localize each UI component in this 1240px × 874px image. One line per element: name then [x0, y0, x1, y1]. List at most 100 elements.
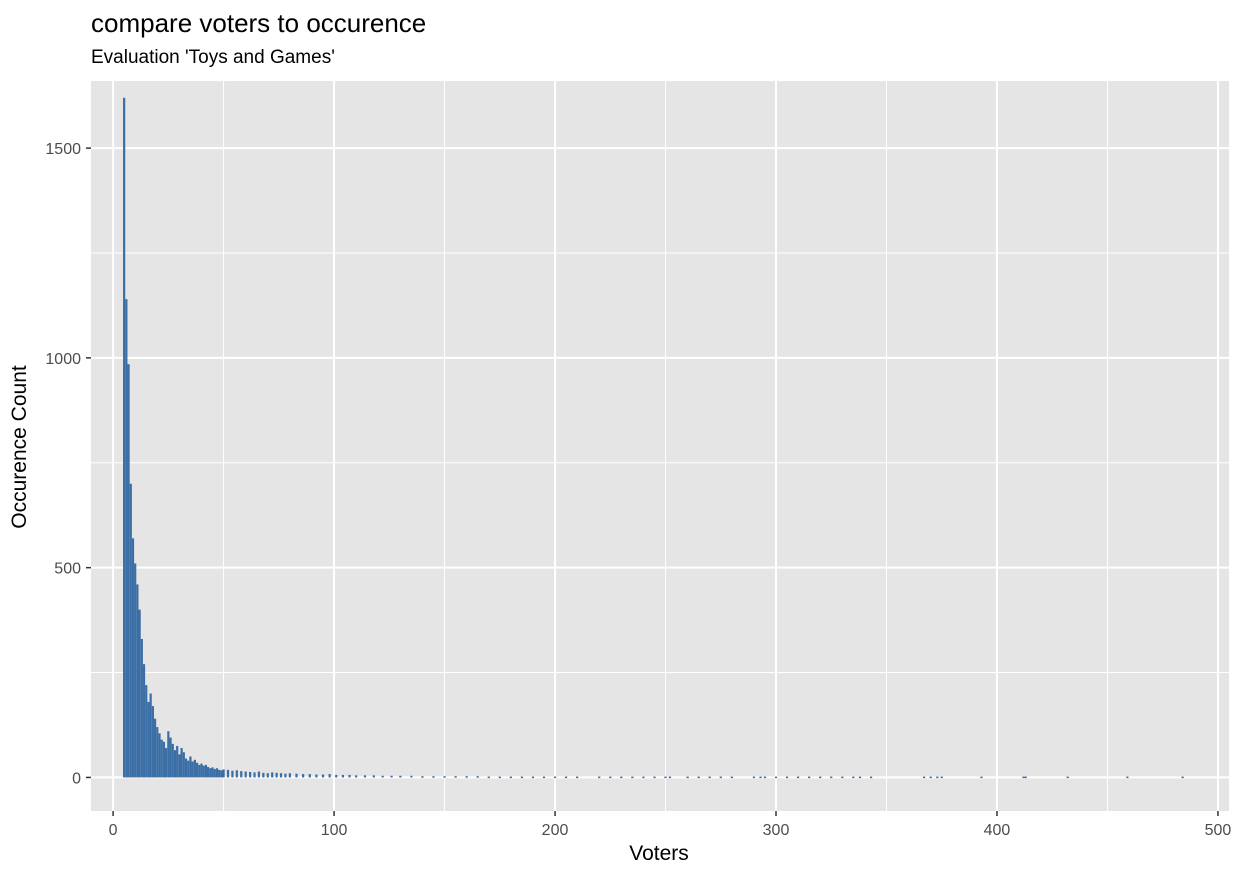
histogram-bar	[730, 776, 733, 779]
histogram-bar	[520, 776, 523, 779]
histogram-bar	[759, 776, 762, 779]
histogram-bar	[257, 771, 261, 778]
histogram-bar	[288, 773, 291, 778]
histogram-bar	[222, 769, 225, 778]
histogram-bar	[668, 776, 672, 779]
histogram-bar	[1126, 776, 1129, 779]
histogram-bar	[284, 773, 287, 778]
minor-gridlines	[91, 81, 1229, 811]
x-tick-label: 300	[763, 822, 790, 839]
histogram-bar	[752, 776, 756, 779]
histogram-bar	[355, 775, 358, 778]
histogram-bar	[134, 563, 137, 778]
histogram-bar	[240, 771, 243, 778]
histogram-bar	[160, 739, 163, 778]
histogram-bar	[131, 538, 135, 778]
histogram-bar	[218, 769, 221, 778]
histogram-bar	[363, 775, 367, 778]
histogram-bar	[465, 776, 468, 778]
histogram-bar	[165, 748, 168, 778]
histogram-bar	[231, 770, 234, 778]
histogram-bar	[195, 762, 199, 778]
chart-title: compare voters to occurence	[91, 8, 427, 38]
histogram-bar	[123, 97, 126, 778]
histogram-bar	[213, 769, 216, 778]
histogram-bar	[372, 775, 375, 778]
histogram-bar	[936, 776, 939, 779]
histogram-bar	[129, 483, 132, 778]
histogram-bar	[266, 773, 269, 778]
histogram-bar	[653, 776, 656, 779]
histogram-bar	[1066, 776, 1069, 779]
x-axis-ticks: 0 100 200 300 400 500	[109, 811, 1232, 839]
x-tick-label: 400	[984, 822, 1011, 839]
histogram-bar	[858, 776, 862, 779]
histogram-bar	[149, 693, 152, 778]
histogram-bar	[145, 685, 148, 778]
histogram-bar	[169, 737, 172, 778]
histogram-bar	[200, 763, 203, 778]
histogram-bar	[248, 771, 252, 778]
x-axis-label: Voters	[629, 842, 689, 865]
histogram-bar	[642, 776, 645, 779]
histogram-bar	[808, 776, 811, 779]
histogram-bar	[138, 609, 141, 778]
histogram-bar	[209, 768, 212, 778]
histogram-bar	[140, 638, 143, 778]
histogram-bar	[156, 727, 159, 778]
histogram-bar	[1022, 776, 1025, 779]
histogram-bar	[215, 768, 219, 778]
histogram-bar	[542, 776, 546, 779]
histogram-bar	[454, 776, 457, 778]
histogram-bar	[335, 774, 338, 778]
histogram-bar	[302, 774, 305, 778]
histogram-bar	[220, 770, 223, 778]
histogram-bar	[686, 776, 689, 779]
y-tick-label: 1000	[45, 351, 81, 368]
histogram-bar	[244, 771, 247, 778]
histogram-bar	[763, 776, 767, 779]
histogram-bar	[193, 759, 196, 778]
histogram-bar	[576, 776, 579, 779]
histogram-bar	[275, 772, 278, 778]
chart-subtitle: Evaluation 'Toys and Games'	[91, 47, 335, 68]
histogram-bar	[598, 776, 601, 779]
histogram-bar	[235, 770, 238, 778]
histogram-bar	[922, 776, 926, 779]
histogram-bar	[173, 750, 177, 778]
histogram-bar	[390, 775, 393, 778]
histogram-bar	[328, 774, 331, 778]
histogram-bar	[202, 765, 205, 778]
histogram-bar	[204, 764, 208, 778]
histogram-bar	[410, 775, 413, 778]
y-axis-ticks: 0 500 1000 1500	[45, 141, 91, 787]
histogram-bar	[819, 776, 822, 779]
histogram-bar	[167, 731, 170, 778]
histogram-bar	[1024, 776, 1027, 779]
major-gridlines	[91, 81, 1229, 811]
histogram-bar	[191, 761, 194, 778]
histogram-bar	[171, 743, 174, 778]
x-tick-label: 100	[321, 822, 348, 839]
y-tick-label: 500	[54, 561, 81, 578]
histogram-bar	[189, 756, 192, 778]
histogram-bar	[308, 774, 311, 778]
x-tick-label: 500	[1205, 822, 1232, 839]
histogram-bar	[509, 776, 512, 779]
histogram-bar	[315, 774, 318, 778]
histogram-bar	[564, 776, 568, 779]
histogram-bar	[341, 774, 345, 778]
histogram-bar	[348, 774, 351, 778]
histogram-bar	[158, 733, 161, 778]
histogram-bar	[180, 748, 183, 778]
histogram-bar	[774, 776, 778, 779]
histogram-bar	[262, 772, 265, 778]
histogram-bar	[443, 776, 446, 778]
histogram-bar	[553, 776, 557, 779]
histogram-bar	[631, 776, 634, 779]
histogram-bar	[271, 772, 274, 778]
histogram-bar	[153, 718, 157, 778]
histogram-bar	[432, 776, 435, 778]
y-tick-label: 1500	[45, 141, 81, 158]
